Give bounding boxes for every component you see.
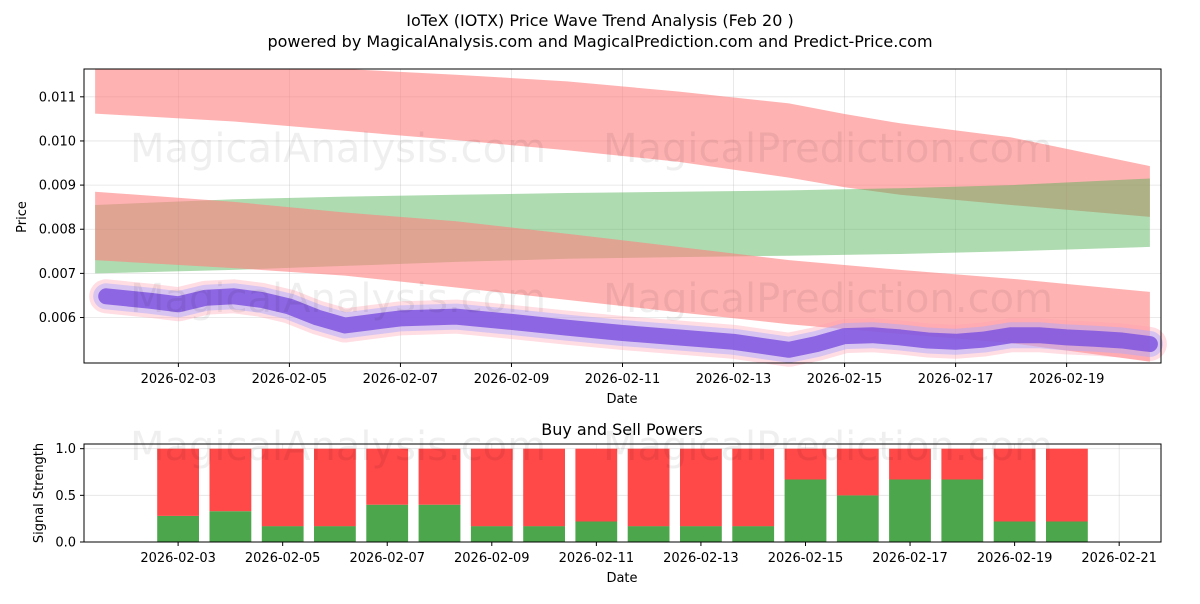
signal-y-tick-label: 0.0 <box>55 536 76 551</box>
signal-x-tick-label: 2026-02-21 <box>1081 551 1157 566</box>
sell-bar <box>470 448 513 527</box>
buy-bar <box>1046 521 1088 542</box>
signal-x-tick-label: 2026-02-09 <box>454 551 530 566</box>
price-y-tick-label: 0.006 <box>39 311 76 326</box>
signal-x-tick-label: 2026-02-05 <box>245 551 321 566</box>
buy-bar <box>680 526 722 542</box>
buy-bar <box>836 495 879 542</box>
price-y-tick-label: 0.011 <box>39 90 76 105</box>
price-x-tick-label: 2026-02-15 <box>807 372 883 387</box>
price-x-label: Date <box>606 392 637 407</box>
buy-bar <box>889 479 931 542</box>
sell-bar <box>157 448 199 516</box>
signal-watermark-prediction: MagicalPrediction.com <box>603 424 1053 470</box>
signal-y-tick-label: 1.0 <box>55 442 76 457</box>
watermark-prediction: MagicalPrediction.com <box>603 126 1053 172</box>
buy-bar <box>941 479 984 542</box>
buy-bar <box>993 521 1036 542</box>
signal-x-tick-label: 2026-02-07 <box>349 551 425 566</box>
price-y-label: Price <box>15 201 30 233</box>
price-y-tick-label: 0.008 <box>39 223 76 238</box>
price-x-tick-label: 2026-02-09 <box>474 372 550 387</box>
buy-bar <box>575 521 618 542</box>
sell-bar <box>314 448 356 527</box>
signal-x-tick-label: 2026-02-19 <box>977 551 1053 566</box>
sell-bar <box>418 448 461 505</box>
signal-watermark-analysis: MagicalAnalysis.com <box>130 424 546 470</box>
price-lines <box>89 279 1167 367</box>
signal-x-label: Date <box>606 571 637 586</box>
price-x-ticks: 2026-02-03 2026-02-05 2026-02-07 2026-02-09… <box>141 363 1105 387</box>
sell-bar <box>889 448 931 480</box>
price-bands <box>95 69 1150 362</box>
price-x-tick-label: 2026-02-19 <box>1029 372 1105 387</box>
price-band-red-0 <box>95 69 1150 217</box>
sell-bar <box>941 448 984 480</box>
price-x-tick-label: 2026-02-07 <box>363 372 439 387</box>
buy-bar <box>209 511 252 542</box>
signal-x-tick-label: 2026-02-13 <box>663 551 739 566</box>
signal-y-label: Signal Strength <box>32 443 47 543</box>
sell-bar <box>366 448 409 505</box>
buy-bar <box>418 504 461 542</box>
price-y-tick-label: 0.010 <box>39 134 76 149</box>
signal-y-tick-label: 0.5 <box>55 489 76 504</box>
signal-plot-frame <box>83 443 1162 543</box>
signal-chart: Buy and Sell Powers MagicalAnalysis.com … <box>32 420 1162 586</box>
sell-bar <box>575 448 618 522</box>
price-x-tick-label: 2026-02-11 <box>585 372 661 387</box>
signal-chart-title: Buy and Sell Powers <box>541 420 703 439</box>
watermark-prediction-2: MagicalPrediction.com <box>603 276 1053 322</box>
signal-x-tick-label: 2026-02-15 <box>768 551 844 566</box>
sell-bar <box>836 448 879 496</box>
signal-x-tick-label: 2026-02-03 <box>140 551 216 566</box>
chart-title: IoTeX (IOTX) Price Wave Trend Analysis (… <box>406 11 793 30</box>
buy-bar <box>784 479 827 542</box>
sell-bar <box>784 448 827 480</box>
sell-bar <box>680 448 722 527</box>
price-x-tick-label: 2026-02-17 <box>918 372 994 387</box>
signal-x-ticks: 2026-02-03 2026-02-05 2026-02-07 2026-02-09… <box>140 542 1157 566</box>
price-band-red-2 <box>95 191 1150 362</box>
watermark-analysis-2: MagicalAnalysis.com <box>130 276 546 322</box>
sell-bar <box>732 448 775 527</box>
sell-bar <box>627 448 670 527</box>
buy-bar <box>732 526 775 542</box>
price-x-tick-label: 2026-02-03 <box>141 372 217 387</box>
buy-bar <box>366 504 409 542</box>
price-x-tick-label: 2026-02-13 <box>696 372 772 387</box>
price-chart: MagicalAnalysis.com MagicalPrediction.co… <box>15 68 1167 407</box>
price-x-tick-label: 2026-02-05 <box>252 372 328 387</box>
sell-bar <box>523 448 565 527</box>
buy-bar <box>627 526 670 542</box>
buy-bar <box>523 526 565 542</box>
signal-y-ticks: 0.0 0.5 1.0 <box>55 442 84 551</box>
chart-subtitle: powered by MagicalAnalysis.com and Magic… <box>267 32 932 51</box>
signal-bars <box>157 448 1088 542</box>
watermark-analysis: MagicalAnalysis.com <box>130 126 546 172</box>
buy-bar <box>157 515 199 542</box>
sell-bar <box>209 448 252 512</box>
signal-x-tick-label: 2026-02-11 <box>559 551 635 566</box>
sell-bar <box>993 448 1036 522</box>
sell-bar <box>261 448 304 527</box>
buy-bar <box>261 526 304 542</box>
price-y-tick-label: 0.007 <box>39 267 76 282</box>
buy-bar <box>470 526 513 542</box>
sell-bar <box>1046 448 1088 522</box>
signal-x-tick-label: 2026-02-17 <box>872 551 948 566</box>
price-y-tick-label: 0.009 <box>39 179 76 194</box>
price-line <box>98 288 1158 358</box>
buy-bar <box>314 526 356 542</box>
price-y-ticks: 0.006 0.007 0.008 0.009 0.010 0.011 <box>39 90 84 326</box>
